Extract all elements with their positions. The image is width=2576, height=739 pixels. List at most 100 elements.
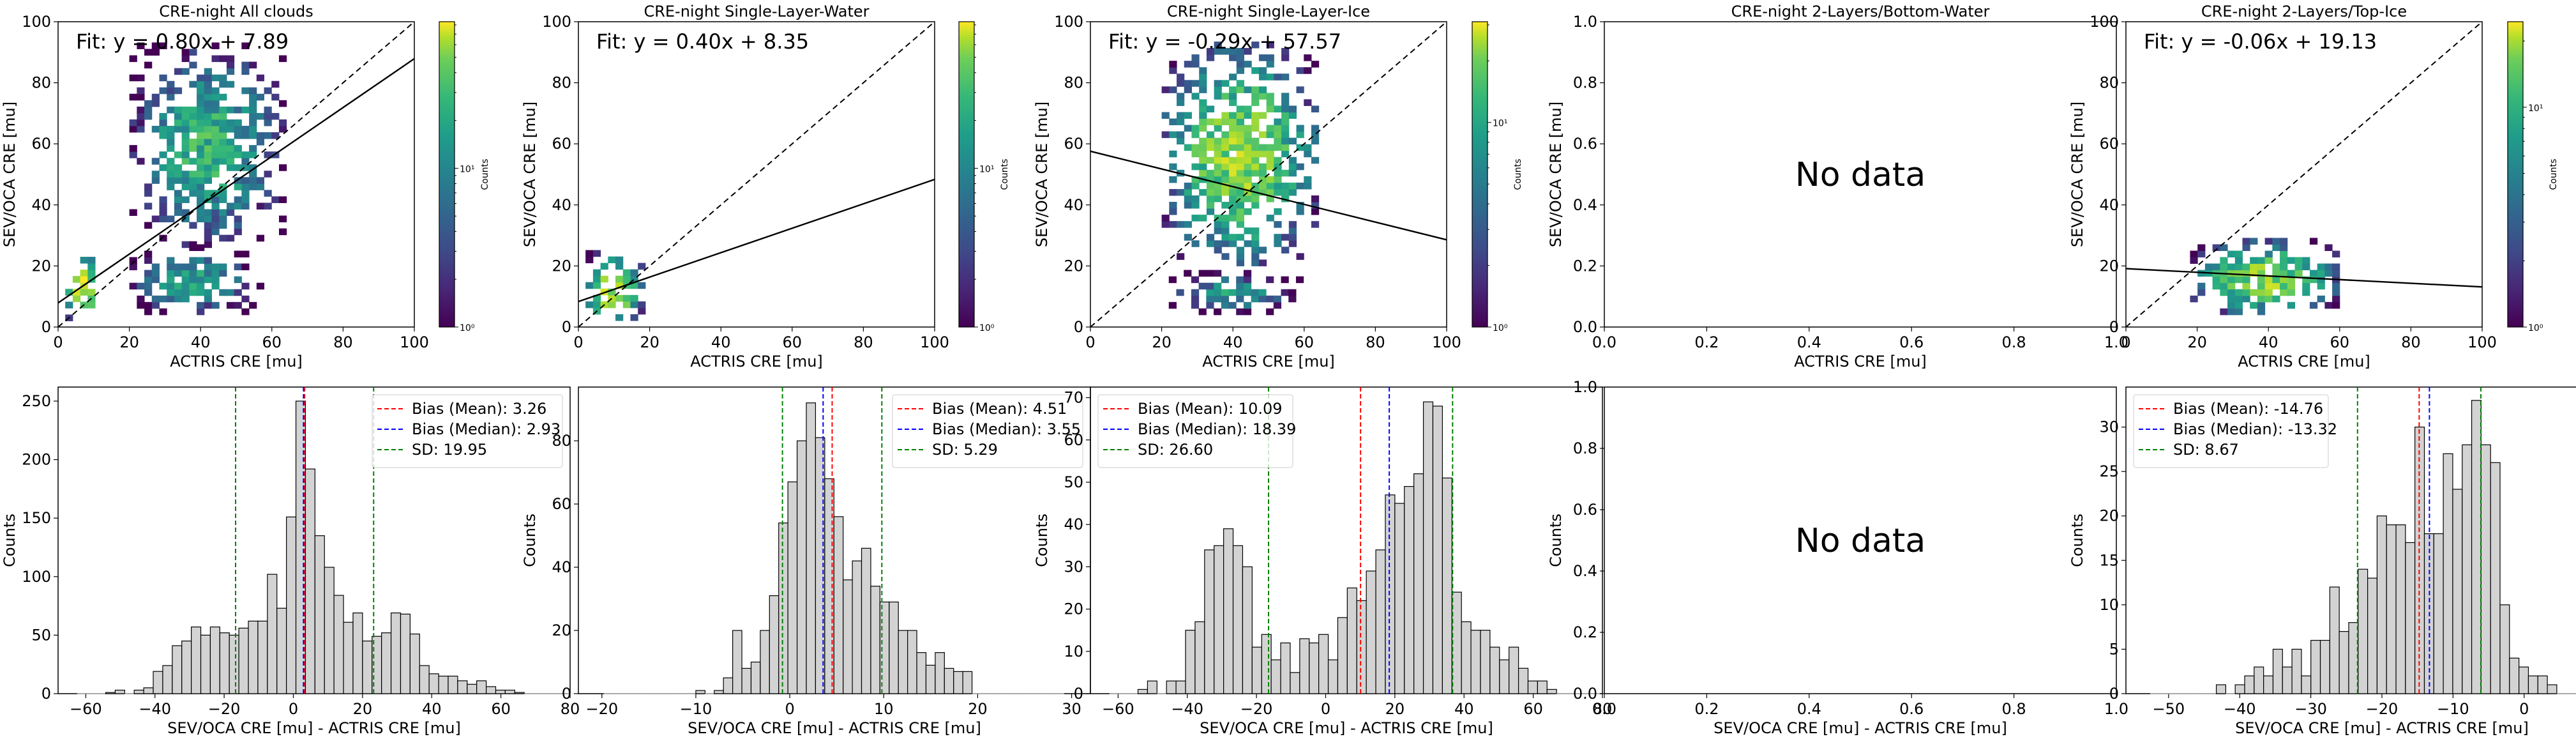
hist-ytick-label: 0.8 — [1573, 439, 1597, 457]
heatmap-cell — [1199, 67, 1207, 74]
heatmap-cell — [1258, 289, 1267, 296]
heatmap-cell — [137, 119, 145, 126]
heatmap-cell — [197, 177, 205, 184]
heatmap-cell — [2197, 289, 2206, 296]
histogram-bar — [333, 595, 344, 694]
heatmap-cell — [197, 93, 205, 101]
scatter-xtick-label: 40 — [2259, 333, 2278, 351]
heatmap-cell — [129, 209, 137, 217]
heatmap-cell — [2280, 263, 2288, 271]
heatmap-cell — [1199, 156, 1207, 164]
histogram-bar — [172, 645, 183, 694]
histogram-bar — [162, 665, 173, 694]
heatmap-cell — [1244, 227, 1252, 234]
heatmap-cell — [1296, 131, 1304, 139]
heatmap-cell — [1281, 195, 1290, 202]
heatmap-cell — [234, 151, 242, 158]
heatmap-cell — [234, 202, 242, 210]
heatmap-cell — [1214, 163, 1222, 171]
heatmap-cell — [174, 196, 183, 203]
one-to-one-line — [2125, 21, 2483, 328]
scatter-xtick-label: 80 — [333, 333, 353, 351]
legend-entry: SD: 5.29 — [932, 441, 998, 459]
heatmap-cell — [204, 241, 212, 248]
histogram-bar — [1327, 659, 1339, 694]
heatmap-cell — [1288, 188, 1297, 196]
heatmap-cell — [226, 158, 235, 165]
heatmap-cell — [197, 145, 205, 152]
heatmap-cell — [1266, 182, 1274, 190]
heatmap-cell — [1229, 208, 1237, 215]
heatmap-cell — [1266, 54, 1274, 61]
heatmap-cell — [1244, 137, 1252, 145]
histogram-bar — [898, 630, 908, 694]
heatmap-cell — [256, 234, 265, 242]
heatmap-cell — [1199, 144, 1207, 151]
heatmap-cell — [1251, 182, 1260, 190]
heatmap-cell — [2332, 282, 2340, 290]
heatmap-cell — [1229, 169, 1237, 177]
hist-ytick-label: 100 — [22, 568, 51, 586]
heatmap-cell — [181, 171, 190, 178]
heatmap-cell — [1221, 93, 1230, 100]
heatmap-cell — [1236, 163, 1244, 171]
heatmap-cell — [1236, 150, 1244, 158]
scatter-xtick-label: 60 — [2330, 333, 2350, 351]
heatmap-cell — [1206, 202, 1215, 209]
heatmap-cell — [1274, 73, 1282, 80]
panel-scatter-single-layer-water: CRE-night Single-Layer-Water 0 20 40 60 80 100… — [521, 3, 1010, 370]
heatmap-cell — [137, 106, 145, 114]
heatmap-cell — [144, 276, 153, 284]
heatmap-cell — [1266, 150, 1274, 158]
heatmap-cell — [1191, 61, 1200, 68]
heatmap-cell — [2264, 289, 2273, 296]
hist-xtick-label: 80 — [1593, 700, 1613, 718]
hist-ylabel: Counts — [2068, 514, 2086, 567]
heatmap-cell — [1311, 202, 1320, 209]
scatter-frame — [1604, 21, 2117, 328]
heatmap-cell — [592, 282, 601, 289]
histogram-bar — [1261, 634, 1272, 694]
heatmap-cell — [1221, 202, 1230, 209]
heatmap-cell — [1206, 208, 1215, 215]
heatmap-cell — [234, 228, 242, 236]
colorbar-label: Counts — [1513, 159, 1523, 190]
heatmap-cell — [1266, 176, 1274, 183]
heatmap-cell — [2332, 289, 2340, 296]
heatmap-cell — [159, 196, 167, 203]
heatmap-cell — [1229, 112, 1237, 119]
heatmap-cell — [256, 282, 265, 290]
heatmap-cell — [2302, 257, 2310, 264]
heatmap-cell — [1229, 48, 1237, 55]
heatmap-cell — [1177, 131, 1185, 139]
hist-xlabel: SEV/OCA CRE [mu] - ACTRIS CRE [mu] — [167, 719, 461, 737]
heatmap-cell — [2309, 301, 2318, 309]
heatmap-cell — [1311, 125, 1320, 132]
heatmap-cell — [189, 49, 197, 56]
heatmap-cell — [2272, 270, 2280, 277]
heatmap-cell — [197, 171, 205, 178]
heatmap-cell — [181, 209, 190, 217]
heatmap-cell — [1281, 169, 1290, 177]
heatmap-cell — [241, 196, 250, 203]
heatmap-cell — [226, 145, 235, 152]
legend-box — [2133, 394, 2329, 468]
heatmap-cell — [1266, 295, 1274, 303]
heatmap-cell — [226, 80, 235, 88]
heatmap-cell — [87, 257, 96, 264]
heatmap-cell — [234, 106, 242, 114]
heatmap-cell — [181, 106, 190, 114]
heatmap-cell — [181, 263, 190, 271]
heatmap-cell — [80, 276, 88, 283]
scatter-ytick-label: 1.0 — [1573, 13, 1597, 31]
histogram-bar — [769, 595, 780, 694]
histogram-bar — [1280, 642, 1291, 694]
heatmap-cell — [1191, 80, 1200, 87]
heatmap-cell — [144, 257, 153, 264]
panel-hist-2-layers-bottom-water: 0.0 0.2 0.4 0.6 0.8 1.0 0.0 0.2 0.4 0.6 0.8 1.0 SEV/… — [1547, 378, 2128, 737]
scatter-xtick-label: 100 — [400, 333, 429, 351]
histogram-bar — [1537, 680, 1548, 694]
heatmap-cell — [181, 119, 190, 126]
histogram-bar — [276, 607, 287, 694]
heatmap-cell — [2272, 263, 2280, 271]
